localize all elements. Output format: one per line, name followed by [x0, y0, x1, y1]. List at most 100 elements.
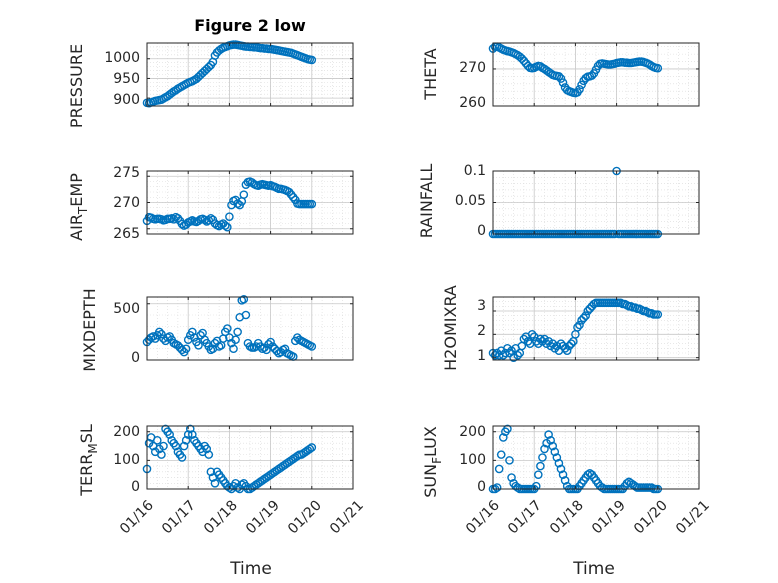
data-point [540, 334, 549, 344]
data-point [550, 447, 560, 457]
ytick-label: 0 [477, 479, 486, 495]
data-point [237, 480, 247, 490]
ytick-label: 0 [131, 350, 140, 366]
data-point [188, 327, 197, 337]
ylabel-pressure: PRESSURE [67, 44, 86, 128]
data-point [507, 473, 516, 482]
data-point [647, 483, 656, 492]
data-point [531, 337, 541, 346]
data-point [179, 441, 189, 451]
data-point [579, 313, 588, 323]
axes-box [146, 296, 354, 361]
axes-box [146, 425, 354, 490]
data-point [206, 213, 216, 223]
ytick-label: 900 [113, 92, 140, 108]
data-point [307, 342, 317, 351]
data-point [560, 476, 570, 485]
data-point [540, 444, 549, 454]
ytick-label: 500 [113, 301, 140, 317]
data-point [181, 344, 191, 354]
ytick-label: 100 [113, 452, 140, 468]
data-point [519, 334, 529, 344]
data-point [185, 424, 195, 434]
ytick-label: 1 [477, 348, 486, 364]
data-point [223, 324, 232, 333]
data-point [505, 456, 514, 465]
data-point [531, 481, 541, 491]
data-point [538, 337, 547, 346]
data-point [566, 339, 576, 348]
data-point [157, 450, 166, 459]
ytick-label: 270 [459, 60, 486, 76]
subplot-h2omixra: H2OMIXRA 1 2 3 [441, 285, 486, 371]
subplot-sun-flux: SUNFLUX 0 100 200 [421, 424, 486, 498]
ytick-label: 0.1 [464, 163, 486, 179]
ytick-label: 270 [113, 195, 140, 211]
ytick-label: 0 [477, 223, 486, 239]
data-point [231, 335, 240, 345]
data-point [177, 345, 187, 355]
data-point [241, 310, 251, 320]
data-point [503, 344, 512, 353]
ytick-label: 2 [477, 323, 486, 339]
data-point [503, 424, 512, 434]
data-point [519, 56, 529, 66]
data-point [562, 346, 572, 355]
ylabel-terr-msl-part: SL [77, 424, 96, 443]
data-point [307, 199, 317, 209]
data-point [544, 430, 553, 439]
data-point [552, 453, 562, 462]
ylabel-air-temp-part: AIR [67, 214, 86, 241]
data-point [159, 441, 168, 451]
ylabel-air-temp: AIRTEMP [67, 173, 90, 241]
ylabel-rainfall: RAINFALL [417, 164, 436, 239]
data-point [556, 464, 566, 474]
data-point [155, 327, 164, 337]
ylabel-air-temp-text: AIRTEMP [67, 173, 90, 241]
data-point [202, 444, 212, 454]
plot-area-4 [142, 294, 354, 361]
data-point [536, 461, 545, 471]
ytick-label: 260 [459, 95, 486, 111]
data-point [171, 441, 181, 451]
ylabel-h2omixra: H2OMIXRA [441, 285, 460, 371]
data-point [220, 221, 230, 230]
plot-area-2 [142, 170, 354, 235]
data-point [165, 430, 174, 439]
data-point [181, 436, 191, 445]
data-point [229, 344, 238, 354]
data-point [496, 450, 506, 459]
data-point [546, 436, 555, 445]
chart-title: Figure 2 low [194, 16, 306, 35]
data-point [575, 320, 584, 330]
plot-area-7 [488, 424, 700, 494]
ytick-label: 1000 [104, 50, 140, 66]
data-point [587, 71, 597, 80]
data-point [538, 453, 547, 462]
data-point [490, 351, 500, 360]
ylabel-sun-flux-part: SUN [421, 464, 440, 498]
data-point [231, 478, 240, 488]
data-point [597, 483, 607, 492]
data-point [554, 458, 564, 468]
data-point [653, 310, 663, 319]
data-point [550, 344, 560, 353]
data-point [264, 339, 273, 349]
data-point [509, 353, 518, 362]
ylabel-terr-msl-subscript: M [86, 443, 100, 453]
data-point [492, 483, 502, 492]
data-point [233, 327, 242, 337]
axes-box [492, 425, 700, 490]
data-point [513, 483, 523, 492]
ylabel-theta: THETA [421, 48, 440, 100]
data-point [534, 470, 543, 479]
data-point [536, 334, 545, 344]
ytick-label: 265 [113, 226, 140, 242]
data-point [169, 214, 179, 224]
data-point [577, 80, 586, 90]
data-point [622, 478, 632, 488]
data-point [653, 63, 663, 73]
data-point [239, 190, 249, 199]
data-point [573, 323, 582, 332]
